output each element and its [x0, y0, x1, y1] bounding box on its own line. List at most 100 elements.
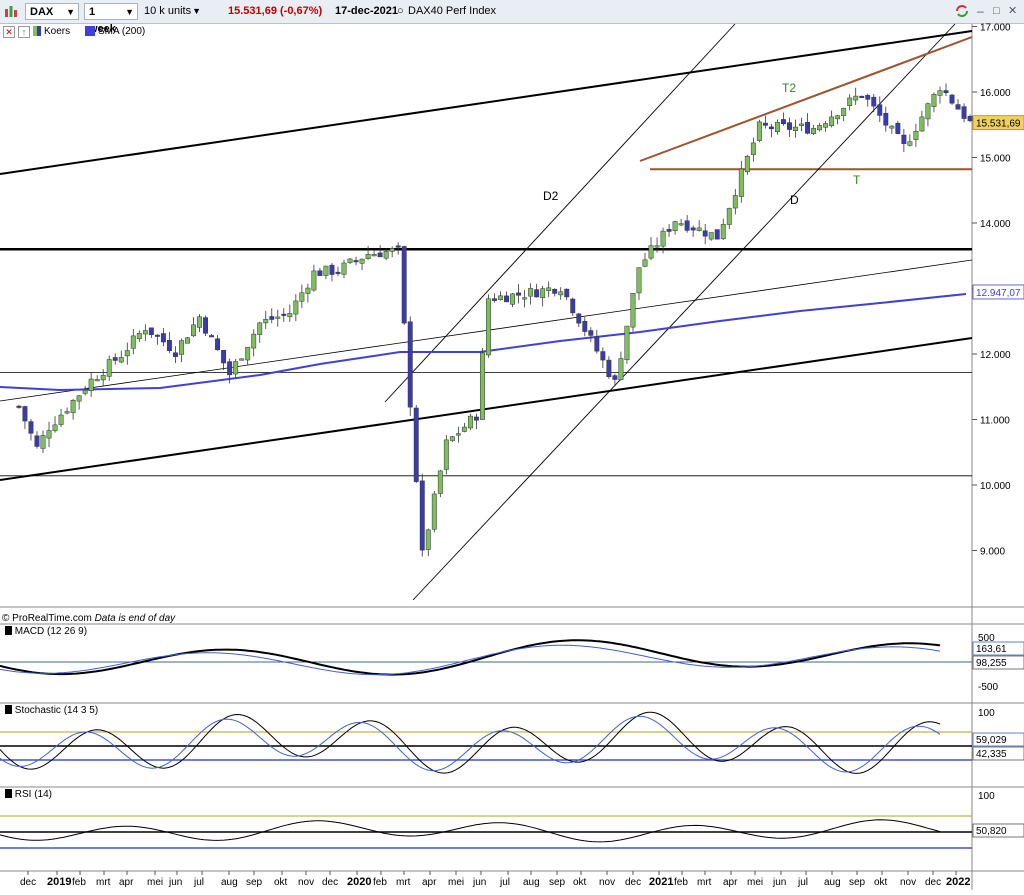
candle-body — [907, 141, 913, 146]
candle-body — [395, 245, 401, 248]
candle-body — [829, 116, 835, 127]
close-icon[interactable]: ✕ — [1008, 5, 1018, 17]
candle-body — [34, 435, 40, 447]
price-swatch-icon — [33, 26, 41, 36]
candle-body — [708, 232, 714, 240]
candle-body — [564, 288, 570, 298]
candle-body — [323, 265, 329, 276]
candle-body — [895, 122, 901, 134]
time-tick-label: 2020 — [347, 876, 371, 888]
candle-body — [732, 195, 738, 209]
candle-body — [221, 350, 227, 364]
candle-body — [738, 168, 744, 197]
candle-body — [841, 108, 847, 116]
index-radio-icon[interactable]: ○ — [397, 5, 404, 17]
time-tick-label: mrt — [396, 877, 411, 888]
price-tick-label: 10.000 — [980, 481, 1011, 492]
units-select[interactable]: 10 k units ▼ — [142, 3, 204, 20]
time-tick-label: jul — [193, 877, 204, 888]
instrument-select[interactable]: DAX ▼ — [25, 3, 79, 20]
candle-body — [540, 288, 546, 299]
time-tick-label: mei — [448, 877, 464, 888]
chevron-down-icon: ▼ — [66, 7, 75, 17]
arrow-up-icon[interactable]: ↑ — [18, 26, 30, 38]
time-tick-label: feb — [373, 877, 387, 888]
sma-tag-label: 12.947,07 — [976, 288, 1021, 299]
candle-body — [853, 95, 859, 101]
candle-body — [401, 246, 407, 324]
candle-body — [744, 155, 750, 173]
candle-body — [22, 406, 28, 422]
time-tick-label: okt — [274, 877, 288, 888]
candle-body — [215, 338, 221, 351]
candle-body — [811, 128, 817, 134]
refresh-icon[interactable] — [954, 3, 970, 20]
candle-body — [594, 336, 600, 352]
candle-body — [287, 313, 293, 318]
candle-body — [329, 264, 335, 275]
rsi-tick-100: 100 — [978, 791, 995, 802]
candle-body — [588, 330, 594, 336]
candle-body — [179, 340, 184, 355]
timeframe-select[interactable]: 1 week ▼ — [84, 3, 138, 35]
candle-body — [455, 433, 461, 436]
macd-signal-line — [0, 644, 941, 676]
price-tick-label: 12.000 — [980, 350, 1011, 361]
time-tick-label: sep — [246, 877, 263, 888]
candle-body — [720, 224, 726, 240]
stochastic-tick-100: 100 — [978, 708, 995, 719]
candle-body — [949, 94, 955, 104]
chevron-down-icon: ▼ — [125, 7, 134, 17]
candle-body — [690, 227, 696, 231]
candle-body — [805, 121, 810, 134]
time-tick-label: aug — [221, 877, 238, 888]
candle-body — [209, 335, 215, 338]
candle-body — [768, 126, 774, 130]
annotation-d2: D2 — [543, 189, 559, 203]
candle-body — [817, 125, 823, 131]
candle-body — [480, 352, 485, 420]
candle-body — [847, 97, 853, 106]
price-tick-label: 17.000 — [980, 23, 1011, 34]
candle-body — [558, 291, 564, 296]
candle-body — [528, 288, 534, 297]
time-tick-label: sep — [549, 877, 566, 888]
close-chart-icon[interactable]: ✕ — [3, 26, 15, 38]
time-tick-label: apr — [119, 877, 134, 888]
candle-body — [787, 122, 792, 130]
time-tick-label: aug — [523, 877, 540, 888]
time-tick-label: mei — [147, 877, 163, 888]
stochastic-d-line — [0, 715, 941, 773]
rsi-legend: RSI (14) — [3, 789, 55, 801]
footnote-source: © ProRealTime.com — [2, 613, 92, 624]
time-tick-label: 2019 — [47, 876, 71, 888]
candle-body — [130, 335, 136, 349]
candle-body — [419, 480, 425, 551]
candle-body — [793, 126, 798, 132]
candle-body — [389, 248, 395, 252]
candle-body — [955, 104, 961, 110]
candle-body — [203, 317, 208, 334]
last-price-change: 15.531,69 (-0,67%) — [228, 5, 323, 17]
candle-body — [774, 122, 780, 133]
candle-body — [305, 287, 311, 294]
candle-body — [94, 379, 100, 382]
candle-body — [52, 424, 58, 432]
minimize-icon[interactable]: – — [977, 4, 984, 18]
time-tick-label: nov — [900, 877, 916, 888]
macd-swatch-icon — [5, 626, 12, 635]
annotation-t2: T2 — [782, 81, 796, 95]
time-tick-label: nov — [298, 877, 314, 888]
candle-body — [684, 220, 690, 231]
time-tick-label: dec — [925, 877, 941, 888]
footnote: © ProRealTime.com Data is end of day — [2, 613, 175, 624]
sma-series-label: SMA (200) — [98, 26, 146, 37]
maximize-icon[interactable]: □ — [993, 5, 1000, 17]
stochastic-tag1-label: 59,029 — [976, 735, 1007, 746]
candle-body — [865, 95, 871, 100]
time-tick-label: jun — [168, 877, 182, 888]
candle-body — [522, 297, 528, 300]
candle-body — [943, 90, 949, 94]
